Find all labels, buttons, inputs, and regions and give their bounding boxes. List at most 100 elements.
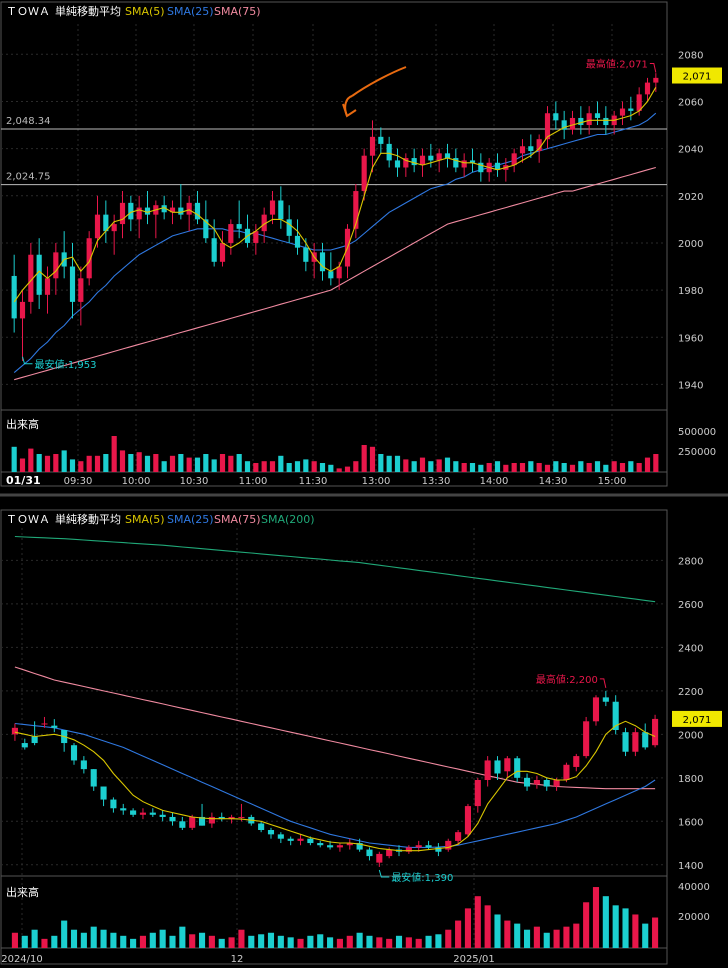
volume-bar [519,463,526,472]
top-legend-sma25: SMA(25) [167,5,214,18]
candle-body [543,780,550,787]
volume-tick-label: 500000 [678,427,716,438]
y-tick-label: 1980 [678,286,703,297]
candle-body [511,153,517,166]
candle-body [258,823,265,830]
bottom-legend-sma200: SMA(200) [261,513,315,526]
volume-bar [294,461,301,472]
candle-body [553,113,559,121]
volume-bar [603,464,609,472]
candle-body [198,816,206,826]
candle-body [636,94,642,111]
volume-bar [644,457,651,472]
candle-body [533,780,540,785]
candle-body [31,736,38,744]
volume-bar [611,461,617,472]
volume-bar [336,468,342,472]
volume-bar [376,937,383,948]
reference-line-label: 2,024.75 [6,172,51,183]
y-tick-label: 1960 [678,333,703,344]
bottom-legend-sma25: SMA(25) [167,513,214,526]
volume-bar [425,935,432,948]
y-tick-label: 2800 [678,556,703,567]
bottom-panel-header: ＴＯＷＡ 単純移動平均 SMA(5) SMA(25) SMA(75) SMA(2… [6,512,315,526]
candle-body [238,816,245,818]
bottom-legend-sma5: SMA(5) [125,513,165,526]
bottom-stock-name: ＴＯＷＡ [6,513,50,526]
volume-bar [628,461,634,472]
volume-bar [19,458,26,472]
candle-body [261,214,267,232]
volume-bar [228,937,235,948]
candle-body [41,723,48,725]
volume-bar [51,935,58,948]
volume-bar [494,461,501,472]
candle-body [504,758,511,772]
volume-bar [111,436,117,472]
candle-body [569,117,576,130]
panel-border [0,1,668,487]
candle-body [194,202,201,220]
candle-body [267,830,275,835]
volume-bar [569,464,576,472]
candle-body [269,200,276,215]
candle-body [319,252,326,272]
candle-body [494,162,501,170]
candle-body [44,278,51,295]
candle-body [11,727,18,735]
volume-bar [307,935,314,948]
volume-bar [636,463,642,472]
candle-body [469,160,476,163]
volume-bar [602,896,609,948]
candle-body [573,756,580,767]
volume-bar [128,454,134,472]
candle-body [336,266,342,279]
candle-body [253,231,259,243]
candle-body [277,834,284,839]
y-tick-label: 1400 [678,861,703,872]
candle-body [394,160,401,168]
candle-body [208,816,215,824]
sma25-line [13,112,657,374]
volume-bar [159,929,166,948]
x-tick-label: 10:00 [122,476,151,487]
volume-bar [386,938,393,948]
candle-body [86,238,92,279]
volume-bar [612,905,619,948]
candle-body [652,718,659,746]
volume-bar [563,926,570,948]
candle-body [578,117,584,126]
candle-body [169,207,176,213]
candle-body [519,146,526,154]
candle-body [303,247,309,262]
top-legend-sma75: SMA(75) [214,5,261,18]
volume-bar [78,461,84,472]
candle-body [592,697,600,722]
candle-body [425,845,432,848]
candle-body [80,760,87,770]
volume-bar [161,461,167,472]
volume-bar [100,929,107,948]
volume-bar [361,445,367,472]
volume-bar [369,446,376,472]
volume-bar [94,455,101,472]
current-price-label: 2,071 [683,715,712,726]
volume-bar [267,932,275,948]
volume-bar [411,461,417,472]
candle-body [336,845,343,848]
candle-body [405,847,412,852]
volume-bar [269,461,276,472]
candle-body [144,207,151,215]
volume-bar [405,937,412,948]
volume-bar [198,932,206,948]
x-tick-label: 11:30 [299,476,328,487]
volume-bar [578,461,584,472]
bottom-indicator-name: 単純移動平均 [55,512,121,526]
candle-body [619,108,626,116]
low-annotation: 最安値:1,390 [391,871,453,884]
volume-bar [653,454,659,472]
x-tick-label: 14:00 [480,476,509,487]
volume-bar [619,463,626,472]
candle-body [553,780,560,787]
